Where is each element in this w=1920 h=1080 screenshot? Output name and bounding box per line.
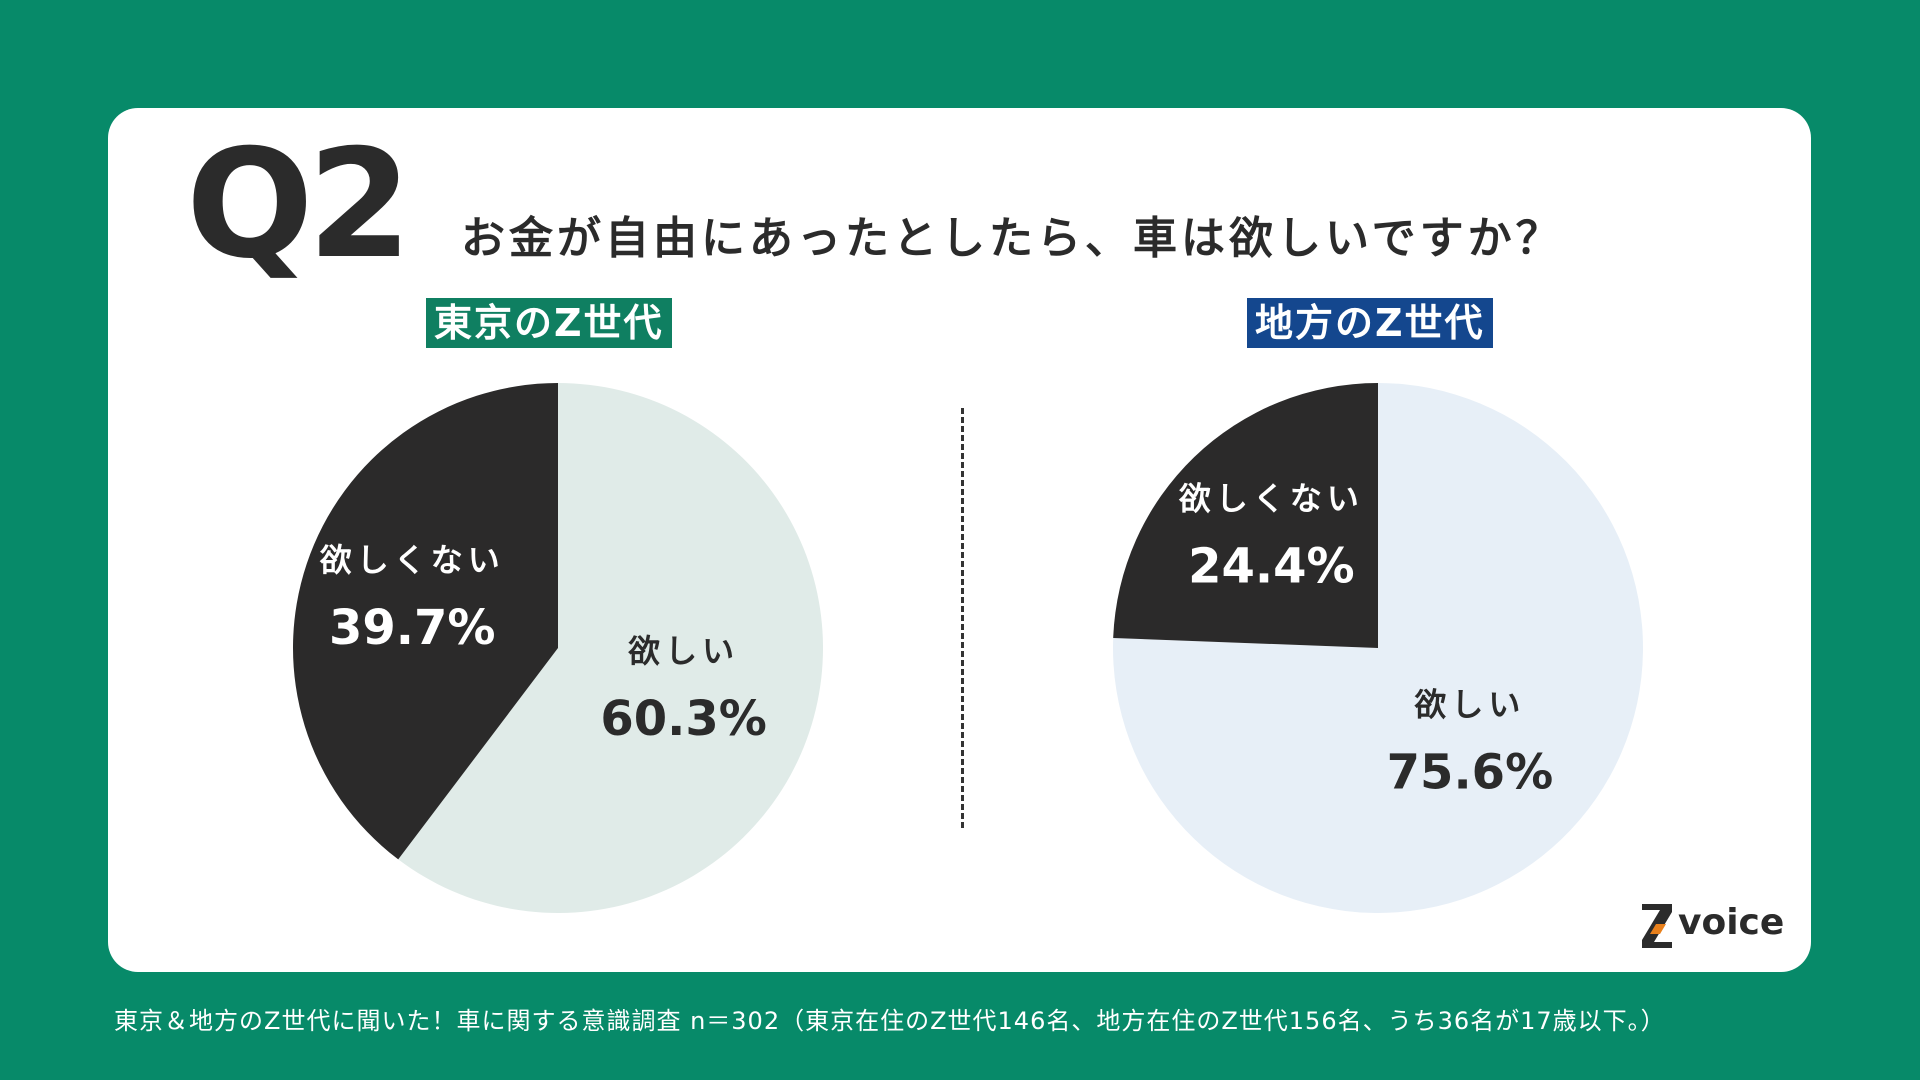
pie-slice-want: [1113, 383, 1643, 914]
divider: [961, 408, 964, 828]
rural-pie-chart: 欲しい 75.6% 欲しくない 24.4%: [1113, 383, 1643, 914]
zvoice-logo: voice: [1638, 898, 1788, 954]
logo-text: voice: [1678, 902, 1785, 943]
slice-value-label: 60.3%: [600, 691, 767, 747]
z-logo-icon: [1642, 904, 1672, 948]
slice-value-label: 24.4%: [1188, 538, 1355, 594]
slice-name-label: 欲しい: [627, 632, 739, 670]
pie-slice-want: [398, 383, 824, 913]
rural-label: 地方のZ世代: [1247, 298, 1493, 348]
slice-name-label: 欲しい: [1413, 685, 1525, 723]
question-text: お金が自由にあったとしたら、車は欲しいですか？: [461, 213, 1564, 264]
slice-value-label: 75.6%: [1387, 744, 1554, 800]
slice-name-label: 欲しくない: [319, 541, 505, 579]
question-number: Q2: [186, 138, 436, 278]
tokyo-pie-chart: 欲しい 60.3% 欲しくない 39.7%: [293, 383, 824, 913]
survey-card: Q2 お金が自由にあったとしたら、車は欲しいですか？ 東京のZ世代 地方のZ世代…: [108, 108, 1811, 972]
footnote: 東京＆地方のZ世代に聞いた！車に関する意識調査 n＝302（東京在住のZ世代14…: [114, 1007, 1666, 1035]
tokyo-label: 東京のZ世代: [426, 298, 672, 348]
slice-name-label: 欲しくない: [1178, 479, 1364, 517]
pie-slice-not-want: [293, 383, 558, 860]
question-number-text: Q2: [186, 138, 406, 278]
slice-value-label: 39.7%: [329, 600, 496, 656]
pie-slice-not-want: [1113, 383, 1378, 648]
